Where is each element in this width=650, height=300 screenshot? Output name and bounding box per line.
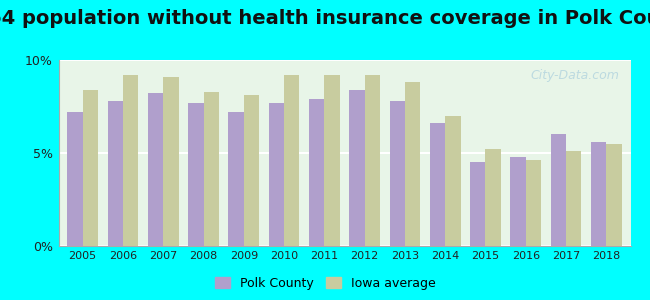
Bar (229, 112, 244, 246)
Bar (68, 112, 83, 246)
Bar (566, 151, 581, 246)
Bar (470, 162, 486, 246)
Legend: Polk County, Iowa average: Polk County, Iowa average (211, 273, 439, 294)
Bar (445, 116, 460, 246)
Bar (123, 75, 138, 246)
Bar (430, 123, 445, 246)
Bar (284, 75, 300, 246)
Bar (83, 90, 98, 246)
Bar (268, 103, 284, 246)
Bar (244, 95, 259, 246)
Bar (551, 134, 566, 246)
Bar (163, 77, 179, 246)
Text: 40-64 population without health insurance coverage in Polk County: 40-64 population without health insuranc… (0, 9, 650, 28)
Bar (108, 101, 123, 246)
Bar (309, 99, 324, 246)
Bar (526, 160, 541, 246)
Bar (203, 92, 219, 246)
Bar (591, 142, 606, 246)
Text: City-Data.com: City-Data.com (530, 69, 619, 82)
Bar (486, 149, 500, 246)
Bar (349, 90, 365, 246)
Bar (324, 75, 340, 246)
Bar (188, 103, 203, 246)
Bar (606, 144, 621, 246)
Bar (148, 94, 163, 246)
Bar (389, 101, 405, 246)
Bar (510, 157, 526, 246)
Bar (365, 75, 380, 246)
Bar (405, 82, 421, 246)
